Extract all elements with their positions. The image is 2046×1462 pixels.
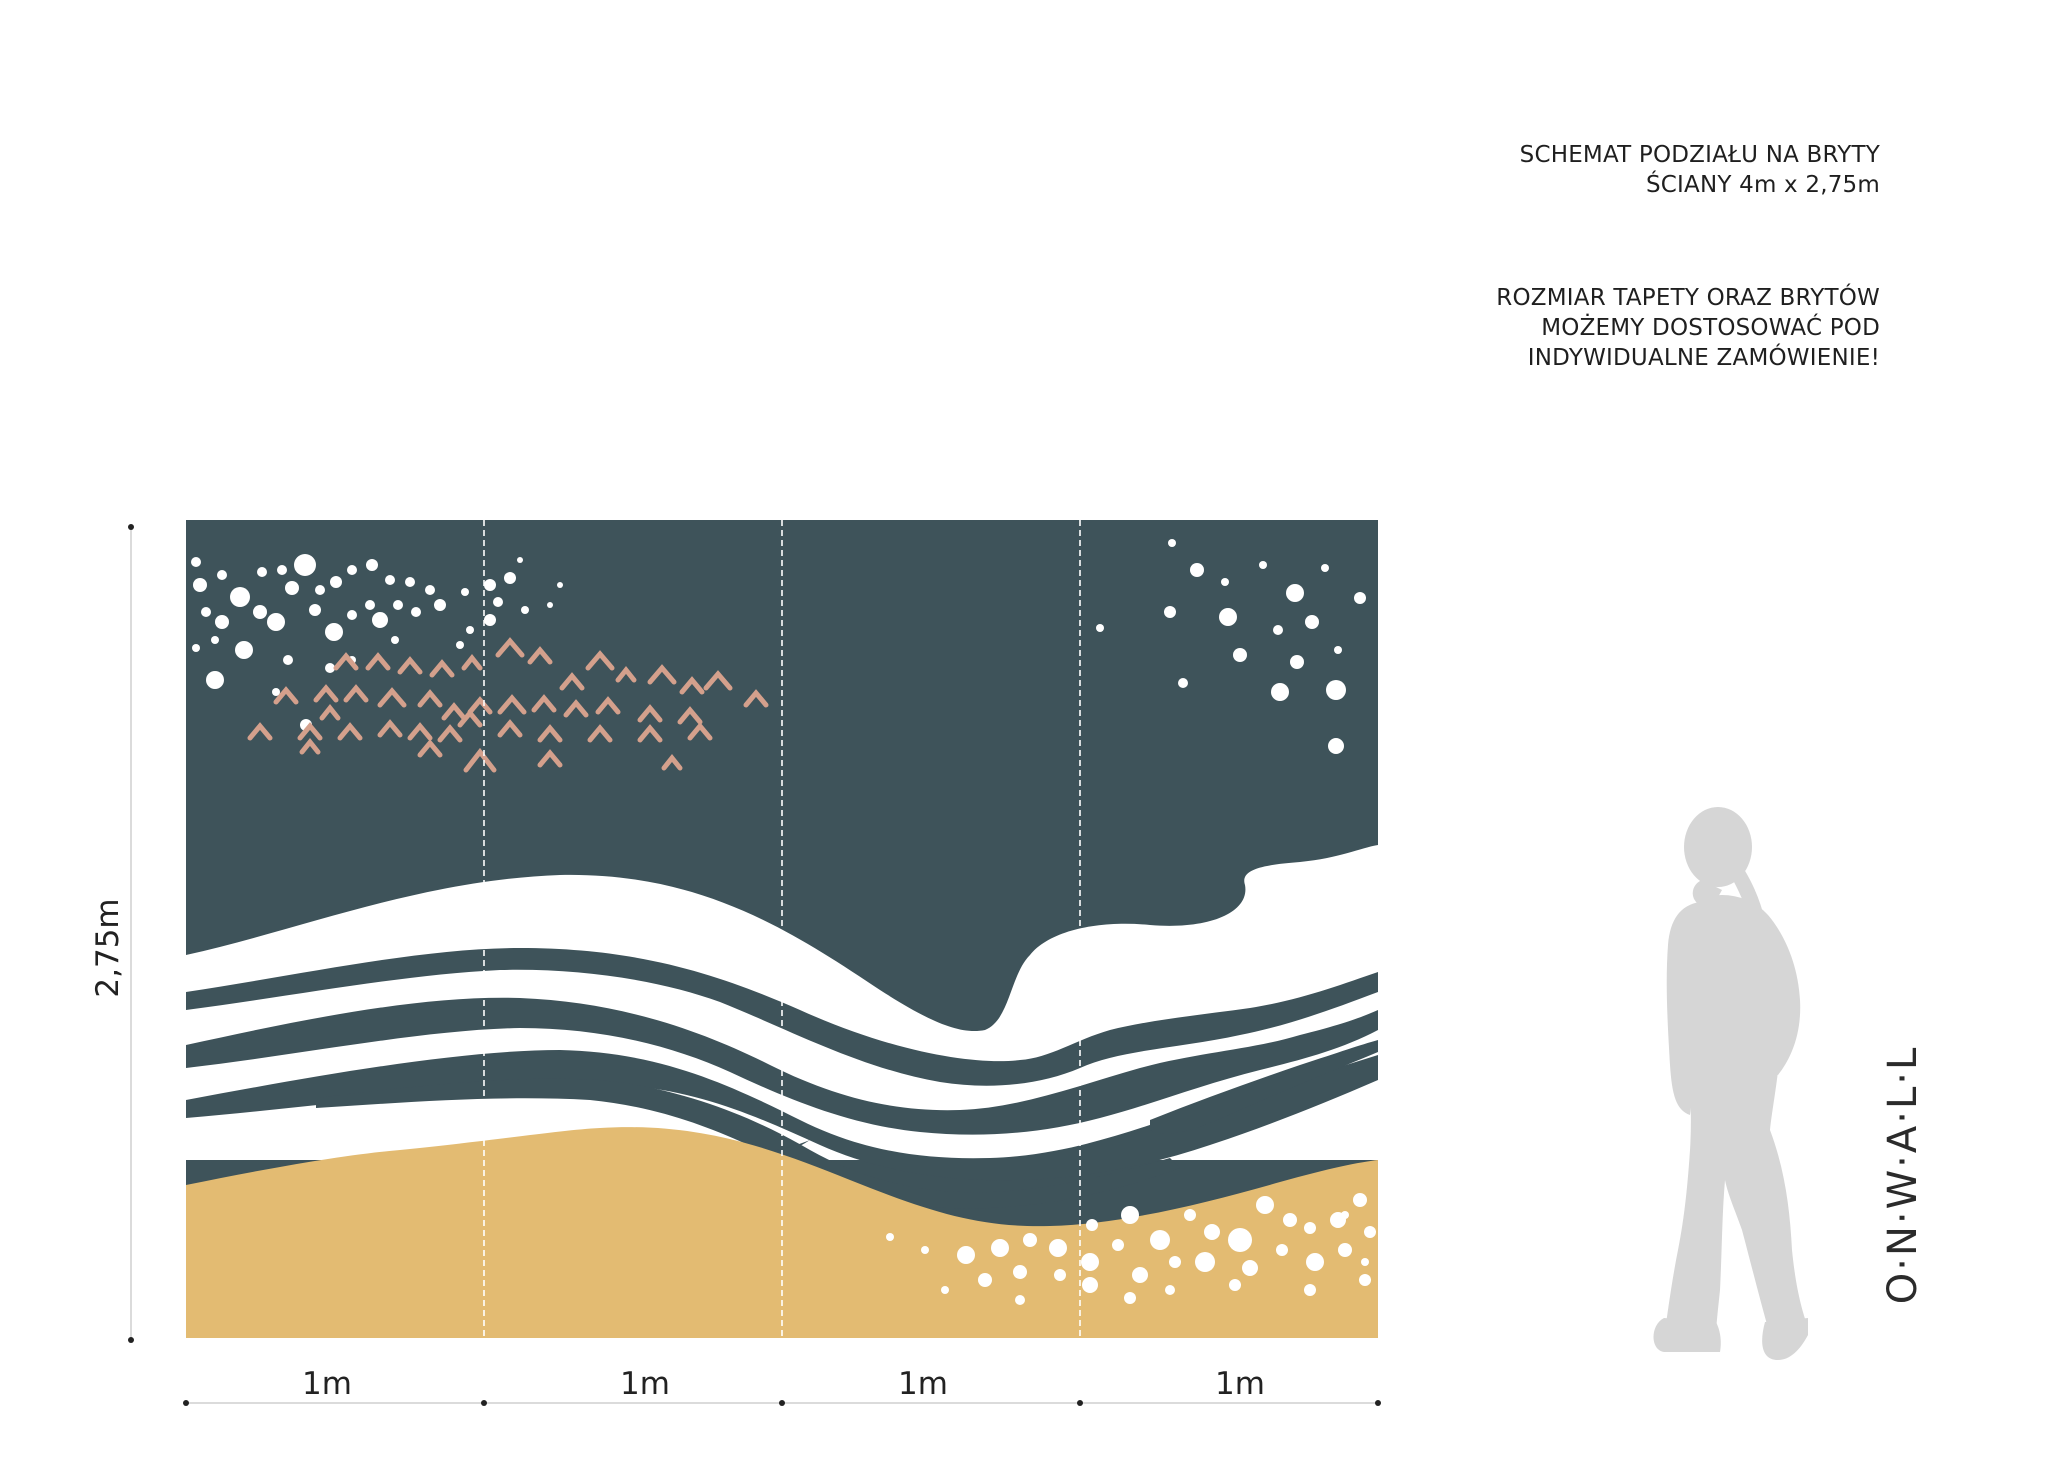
mural-stripe-6 [1150,1040,1378,1134]
info-title: SCHEMAT PODZIAŁU NA BRYTY [1519,142,1880,168]
info-wall-size: ŚCIANY 4m x 2,75m [1645,172,1880,198]
info-custom-line-1: ROZMIAR TAPETY ORAZ BRYTÓW [1496,285,1880,311]
width-label-3: 1m [898,1366,948,1402]
info-custom-line-2: MOŻEMY DOSTOSOWAĆ POD [1541,315,1880,341]
height-dimension: 2,75m [90,524,134,1343]
mural-pink-chevrons [247,637,769,773]
mural-dots-left [191,554,563,731]
height-dimension-bottom-dot [128,1337,134,1343]
width-label-4: 1m [1215,1366,1265,1402]
width-label-1: 1m [302,1366,352,1402]
info-custom-line-3: INDYWIDUALNE ZAMÓWIENIE! [1527,345,1880,371]
mural-dots-right [1096,539,1366,754]
custom-size-info: ROZMIAR TAPETY ORAZ BRYTÓW MOŻEMY DOSTOS… [1496,283,1880,373]
mural-stripe-4 [316,1078,1180,1209]
mural-dots-sand [886,1193,1376,1305]
width-dot-1 [183,1400,189,1406]
width-dot-2 [481,1400,487,1406]
wall-size-info: SCHEMAT PODZIAŁU NA BRYTY ŚCIANY 4m x 2,… [1520,140,1880,200]
width-dimension: 1m 1m 1m 1m [183,1366,1381,1406]
width-dot-5 [1375,1400,1381,1406]
width-dot-3 [779,1400,785,1406]
brand-logo: O·N·W·A·L·L [1880,1046,1926,1304]
person-silhouette-icon [1653,807,1808,1360]
height-label: 2,75m [90,898,126,997]
width-label-2: 1m [620,1366,670,1402]
wallpaper-mural [186,520,1378,1338]
width-dot-4 [1077,1400,1083,1406]
height-dimension-top-dot [128,524,134,530]
panel-dividers [483,520,1081,1338]
